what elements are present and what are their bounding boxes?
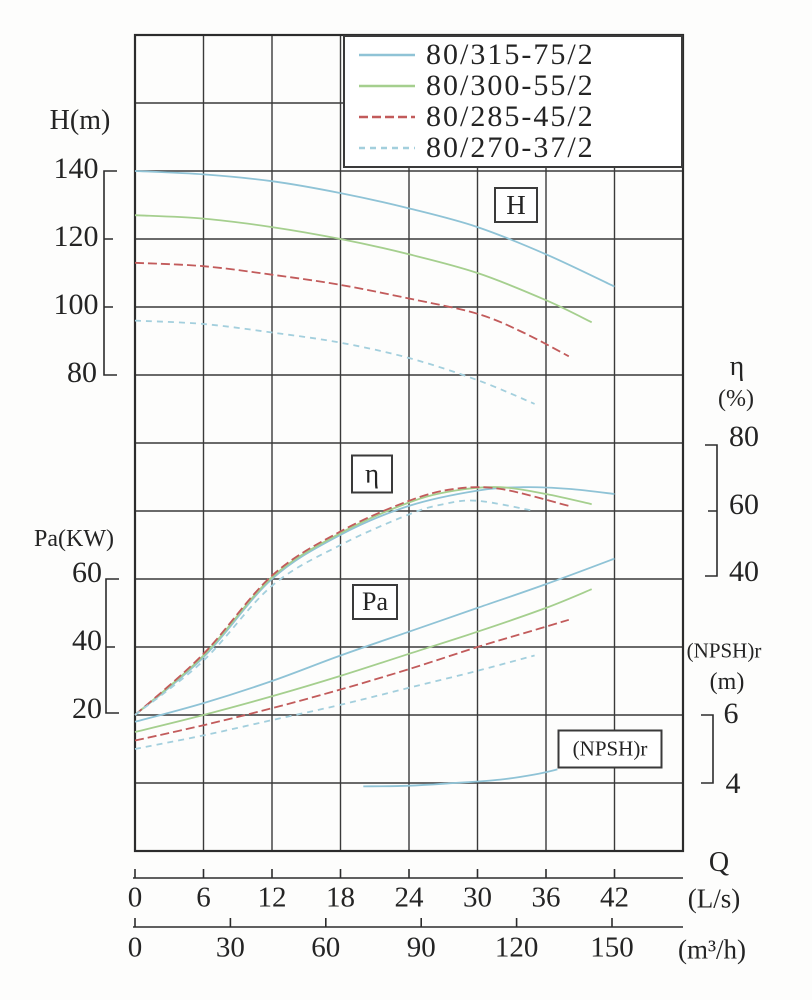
h-axis-bracket [103, 170, 117, 376]
q-m3h-tick-label: 30 [215, 931, 245, 964]
h-curves-label-box: H [494, 187, 538, 223]
curve-pa-80-315-75-2 [134, 557, 615, 723]
q-axes [133, 869, 683, 928]
curve-h-80-300-55-2 [134, 214, 593, 324]
pa-axis-title: Pa(KW) [34, 526, 114, 552]
curve-pa-80-270-37-2 [134, 654, 535, 750]
npsh-axis-tick-label: 6 [723, 697, 739, 730]
curve-group-Pa [134, 557, 615, 750]
q-ls-tick-label: 0 [127, 881, 143, 914]
q-m3h-tick-label: 150 [590, 931, 634, 964]
legend-item: 80/300-55/2 [358, 69, 681, 103]
curve-h-80-285-45-2 [134, 261, 570, 358]
legend-line-swatch [359, 84, 415, 88]
curve-eta-80-315-75-2 [134, 486, 615, 716]
legend-box: 80/315-75/2 80/300-55/2 80/285-45/2 80/2… [343, 35, 683, 168]
q-axis-m3h-unit: (m³/h) [677, 934, 747, 965]
q-ls-tick-label: 12 [257, 881, 287, 914]
pa-axis-tick-label: 20 [72, 692, 102, 725]
curve-group-eta [134, 486, 615, 716]
npsh-curve-label-box: (NPSH)r [557, 729, 663, 769]
q-ls-tick-label: 18 [326, 881, 355, 914]
q-ls-tick-label: 36 [531, 881, 561, 914]
npsh-axis-title: (NPSH)r [686, 638, 762, 663]
curve-npsh-npsh-r [363, 768, 558, 788]
curve-eta-80-270-37-2 [134, 499, 535, 716]
curve-h-80-315-75-2 [134, 170, 615, 288]
pa-curves-label-box: Pa [352, 584, 398, 620]
curve-eta-80-300-55-2 [134, 486, 592, 716]
curve-h-80-270-37-2 [134, 319, 535, 405]
legend-item: 80/285-45/2 [358, 99, 681, 133]
eta-axis-tick-label: 40 [729, 555, 759, 588]
eta-axis-tick-label: 60 [729, 488, 759, 521]
h-axis-title: H(m) [49, 105, 111, 136]
curve-pa-80-300-55-2 [134, 588, 593, 733]
legend-line-swatch [359, 115, 415, 119]
q-axis-ls-unit: (L/s) [687, 883, 741, 914]
curve-group-npsh [363, 768, 558, 788]
grid-lines [135, 35, 683, 851]
legend-item-label: 80/315-75/2 [426, 38, 595, 72]
npsh-axis-unit: (m) [709, 669, 745, 695]
q-ls-tick-label: 30 [463, 881, 492, 914]
npsh-axis-tick-label: 4 [725, 767, 741, 800]
legend-item-label: 80/270-37/2 [426, 130, 595, 164]
legend-item: 80/270-37/2 [358, 130, 681, 164]
eta-curves-label-box: η [351, 454, 393, 494]
pa-axis-tick-label: 60 [72, 556, 102, 589]
legend-item-label: 80/300-55/2 [426, 69, 595, 103]
curve-pa-80-285-45-2 [134, 618, 570, 742]
eta-axis-bracket [705, 444, 718, 577]
q-ls-tick-label: 24 [394, 881, 424, 914]
q-m3h-tick-label: 0 [127, 931, 143, 964]
npsh-axis-bracket [701, 714, 714, 784]
axis-brackets [103, 170, 718, 784]
eta-axis-title: η [729, 351, 745, 382]
q-ls-tick-label: 42 [600, 881, 629, 914]
eta-axis-unit: (%) [718, 386, 754, 412]
h-axis-tick-label: 120 [53, 220, 99, 253]
eta-axis-tick-label: 80 [729, 420, 759, 453]
h-axis-tick-label: 140 [53, 152, 99, 185]
h-axis-tick-label: 100 [53, 288, 99, 321]
curve-eta-80-285-45-2 [134, 486, 570, 716]
legend-line-swatch [359, 146, 415, 149]
curve-group-H [134, 170, 615, 405]
pa-axis-bracket [105, 578, 119, 714]
h-axis-tick-label: 80 [67, 356, 97, 389]
q-m3h-tick-label: 90 [406, 931, 436, 964]
q-m3h-tick-label: 120 [494, 931, 539, 964]
q-ls-tick-label: 6 [196, 881, 211, 914]
legend-item-label: 80/285-45/2 [426, 99, 595, 133]
pa-axis-tick-label: 40 [72, 624, 102, 657]
legend-line-swatch [359, 54, 415, 57]
q-m3h-tick-label: 60 [311, 931, 341, 964]
legend-item: 80/315-75/2 [358, 38, 681, 72]
q-axis-title: Q [708, 847, 730, 878]
